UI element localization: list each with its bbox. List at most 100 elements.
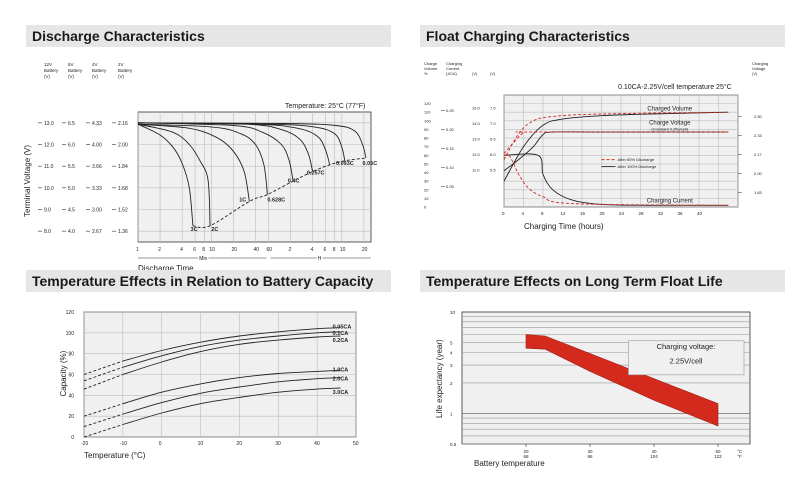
y-column-header: Charging	[752, 61, 768, 66]
x-tick-label: 10	[198, 441, 204, 447]
y-tick-label: 13.0	[472, 136, 481, 141]
y-tick-label: 4.33	[92, 121, 102, 127]
x-tick-label-f: 122	[714, 454, 722, 459]
series-dashed-0.05CA	[83, 360, 124, 375]
x-tick-label: 10	[340, 247, 346, 253]
curve-label: (Constant 2.25v/cell)	[651, 126, 688, 131]
y-column-header: (V)	[44, 74, 51, 79]
x-axis-label: Temperature (°C)	[84, 451, 146, 460]
series-label: 0.257C	[307, 170, 325, 176]
y-tick-label: 3.00	[92, 208, 102, 214]
y-tick-label: 1.83	[754, 190, 763, 195]
series-line-1.0CA	[122, 369, 341, 405]
series-label: 1.0CA	[333, 367, 349, 373]
series-label: 2C	[211, 227, 218, 233]
series-label: 0.093C	[336, 161, 354, 167]
x-tick-label: 12	[561, 211, 567, 216]
temp-life-title: Temperature Effects on Long Term Float L…	[420, 270, 785, 292]
y-tick-label: 50	[424, 161, 429, 166]
y-tick-label: 11.0	[472, 167, 480, 172]
y-tick-label: 5.0	[68, 186, 75, 192]
series-line	[503, 131, 729, 154]
x-tick-label-f: 68	[523, 454, 529, 459]
y-column-header: 12V	[44, 62, 52, 67]
x-axis-label: Battery temperature	[474, 459, 545, 468]
y-column-header: Volume	[424, 66, 438, 71]
x-tick-label: 30	[275, 441, 281, 447]
y-tick-label: 6.0	[68, 143, 75, 149]
y-tick-label: 40	[68, 393, 74, 399]
series-line-0.6C	[137, 123, 268, 195]
y-tick-label: 2.17	[754, 152, 763, 157]
y-tick-label: 5	[450, 341, 453, 346]
y-tick-label: 4.5	[68, 208, 75, 214]
legend-label: After 100% Discharge	[618, 164, 658, 169]
y-column-header: %	[424, 71, 428, 76]
y-column-header: Battery	[118, 68, 133, 73]
y-tick-label: 4.0	[68, 229, 75, 235]
range-label-h: H	[318, 256, 322, 262]
series-dashed-0.2CA	[83, 374, 124, 390]
y-tick-label: 0.05	[446, 184, 455, 189]
y-column-header: 6V	[68, 62, 74, 67]
series-label: 0.05CA	[333, 325, 352, 331]
x-tick-label: 40	[697, 211, 703, 216]
x-tick-label: 0	[159, 441, 162, 447]
series-label: 0.2CA	[333, 338, 349, 344]
y-tick-label: 5.5	[68, 164, 75, 170]
series-line-0.1C	[137, 122, 346, 161]
discharge-chart: 12VBattery(V)13.012.011.010.09.08.06VBat…	[23, 62, 377, 273]
y-axis-label: Capacity (%)	[59, 350, 68, 396]
y-column-header: (V)	[752, 71, 758, 76]
y-tick-label: 0	[71, 435, 74, 441]
y-tick-label: 70	[424, 144, 429, 149]
annotation-box	[628, 340, 745, 376]
y-axis-label: Terminal Voltage (V)	[23, 145, 32, 217]
y-tick-label: 0.15	[446, 146, 455, 151]
y-tick-label: 4	[450, 350, 453, 355]
y-tick-label: 6.0	[490, 152, 496, 157]
x-tick-label-c: 30	[587, 449, 593, 454]
y-tick-label: 120	[424, 101, 431, 106]
y-tick-label: 2.67	[92, 229, 102, 235]
y-tick-label: 60	[424, 153, 429, 158]
y-tick-label: 7.5	[490, 105, 496, 110]
y-tick-label: 2.16	[118, 121, 128, 127]
range-label-min: Min	[199, 256, 207, 262]
y-tick-label: 60	[68, 373, 74, 379]
x-tick-label: 2	[289, 247, 292, 253]
y-column-header: (V)	[472, 71, 478, 76]
x-axis-label: Discharge Time	[138, 264, 194, 273]
x-unit-f: °F	[737, 454, 742, 459]
y-column-header: 2V	[118, 62, 124, 67]
y-column-header: Charge	[424, 61, 438, 66]
y-tick-label: 2.50	[754, 114, 763, 119]
y-tick-label: 2	[450, 381, 453, 386]
y-tick-label: 6.5	[68, 121, 75, 127]
x-tick-label: 24	[619, 211, 625, 216]
x-tick-label: 2	[158, 247, 161, 253]
series-line-1C	[137, 123, 250, 202]
y-tick-label: 2.33	[754, 133, 763, 138]
x-tick-label-c: 20	[523, 449, 529, 454]
x-tick-label: 20	[231, 247, 237, 253]
float-annotation: 0.10CA-2.25V/cell temperature 25°C	[618, 83, 732, 91]
series-dashed-3.0CA	[83, 424, 124, 438]
y-axis-label: Life expectancy (year)	[435, 339, 444, 418]
float-title: Float Charging Characteristics	[420, 25, 785, 47]
y-tick-label: 0.25	[446, 108, 455, 113]
y-column-header: Battery	[92, 68, 107, 73]
annotation-line-1: Charging voltage:	[657, 342, 716, 351]
series-dashed-0.1CA	[83, 366, 124, 382]
y-tick-label: 40	[424, 170, 429, 175]
y-column-header: Battery	[44, 68, 59, 73]
y-tick-label: 10	[424, 196, 429, 201]
discharge-panel: Discharge Characteristics 12V Battery (V) 1…	[23, 25, 391, 273]
x-tick-label: 10	[209, 247, 215, 253]
plot-area	[137, 111, 372, 243]
temperature-annotation: Temperature: 25°C (77°F)	[285, 102, 365, 110]
x-tick-label: 0	[502, 211, 505, 216]
x-tick-label-f: 86	[587, 454, 593, 459]
y-column-header: Charging	[446, 61, 462, 66]
